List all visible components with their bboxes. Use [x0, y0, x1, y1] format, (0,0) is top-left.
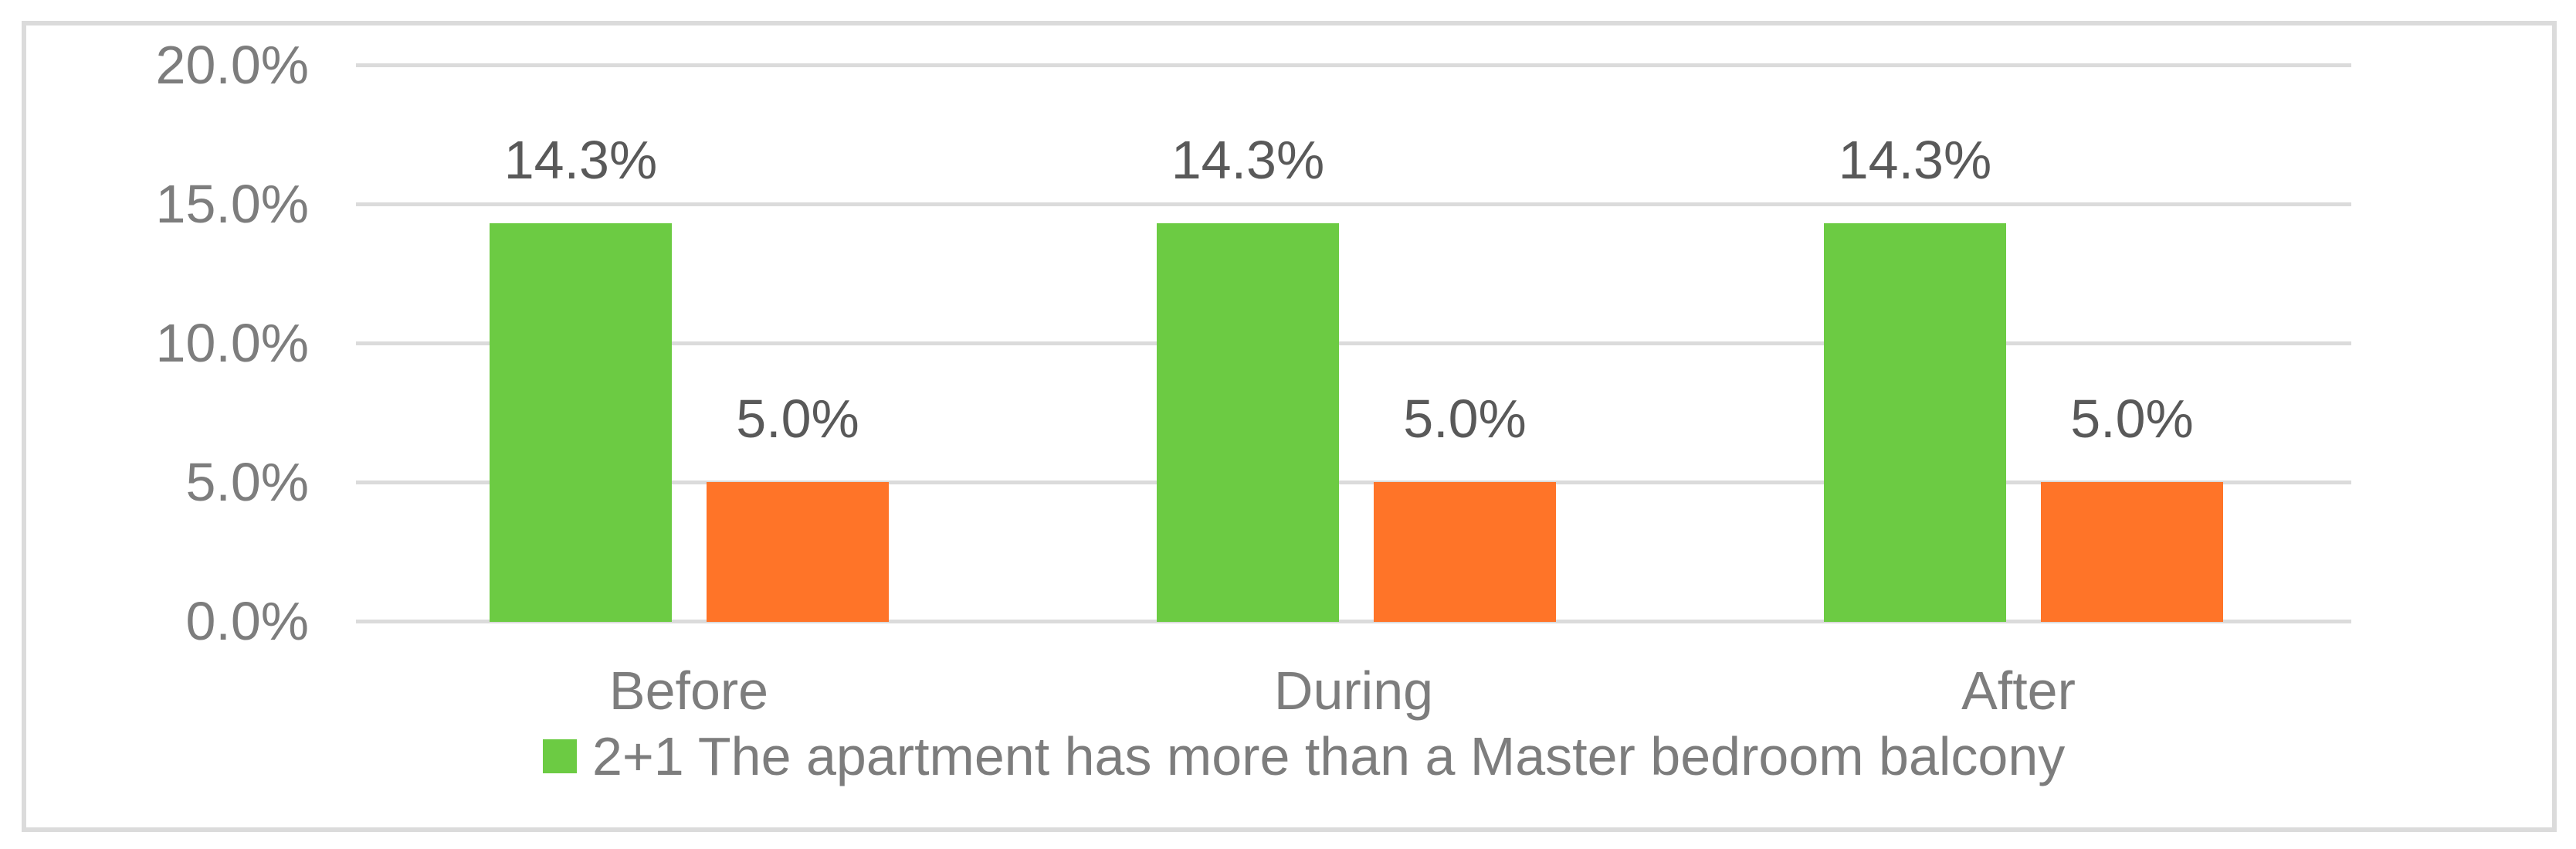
y-tick-label: 15.0%: [155, 174, 309, 234]
data-label-before-green: 14.3%: [503, 130, 658, 190]
bar-during-orange: [1374, 482, 1556, 622]
x-axis-line: [356, 620, 2351, 623]
data-label-after-orange: 5.0%: [2070, 389, 2194, 449]
data-label-during-green: 14.3%: [1171, 130, 1325, 190]
gridline-20pct: [356, 63, 2351, 67]
category-label-after: After: [1961, 661, 2076, 721]
y-tick-label: 20.0%: [155, 35, 309, 95]
chart-border: [22, 21, 2557, 832]
data-label-during-orange: 5.0%: [1403, 389, 1527, 449]
category-label-during: During: [1273, 661, 1434, 721]
bar-before-orange: [707, 482, 889, 622]
category-label-before: Before: [608, 661, 769, 721]
bar-after-orange: [2041, 482, 2223, 622]
gridline-15pct: [356, 202, 2351, 206]
data-label-before-orange: 5.0%: [736, 389, 859, 449]
bar-before-green: [490, 223, 672, 622]
bar-after-green: [1824, 223, 2006, 622]
gridline-10pct: [356, 341, 2351, 345]
bar-during-green: [1157, 223, 1339, 622]
legend-label: 2+1 The apartment has more than a Master…: [592, 726, 2066, 786]
legend-swatch-icon: [543, 739, 577, 773]
y-tick-label: 10.0%: [155, 313, 309, 373]
legend: 2+1 The apartment has more than a Master…: [543, 728, 2065, 785]
gridline-5pct: [356, 481, 2351, 484]
y-tick-label: 0.0%: [185, 591, 309, 651]
data-label-after-green: 14.3%: [1838, 130, 1992, 190]
y-tick-label: 5.0%: [185, 452, 309, 512]
